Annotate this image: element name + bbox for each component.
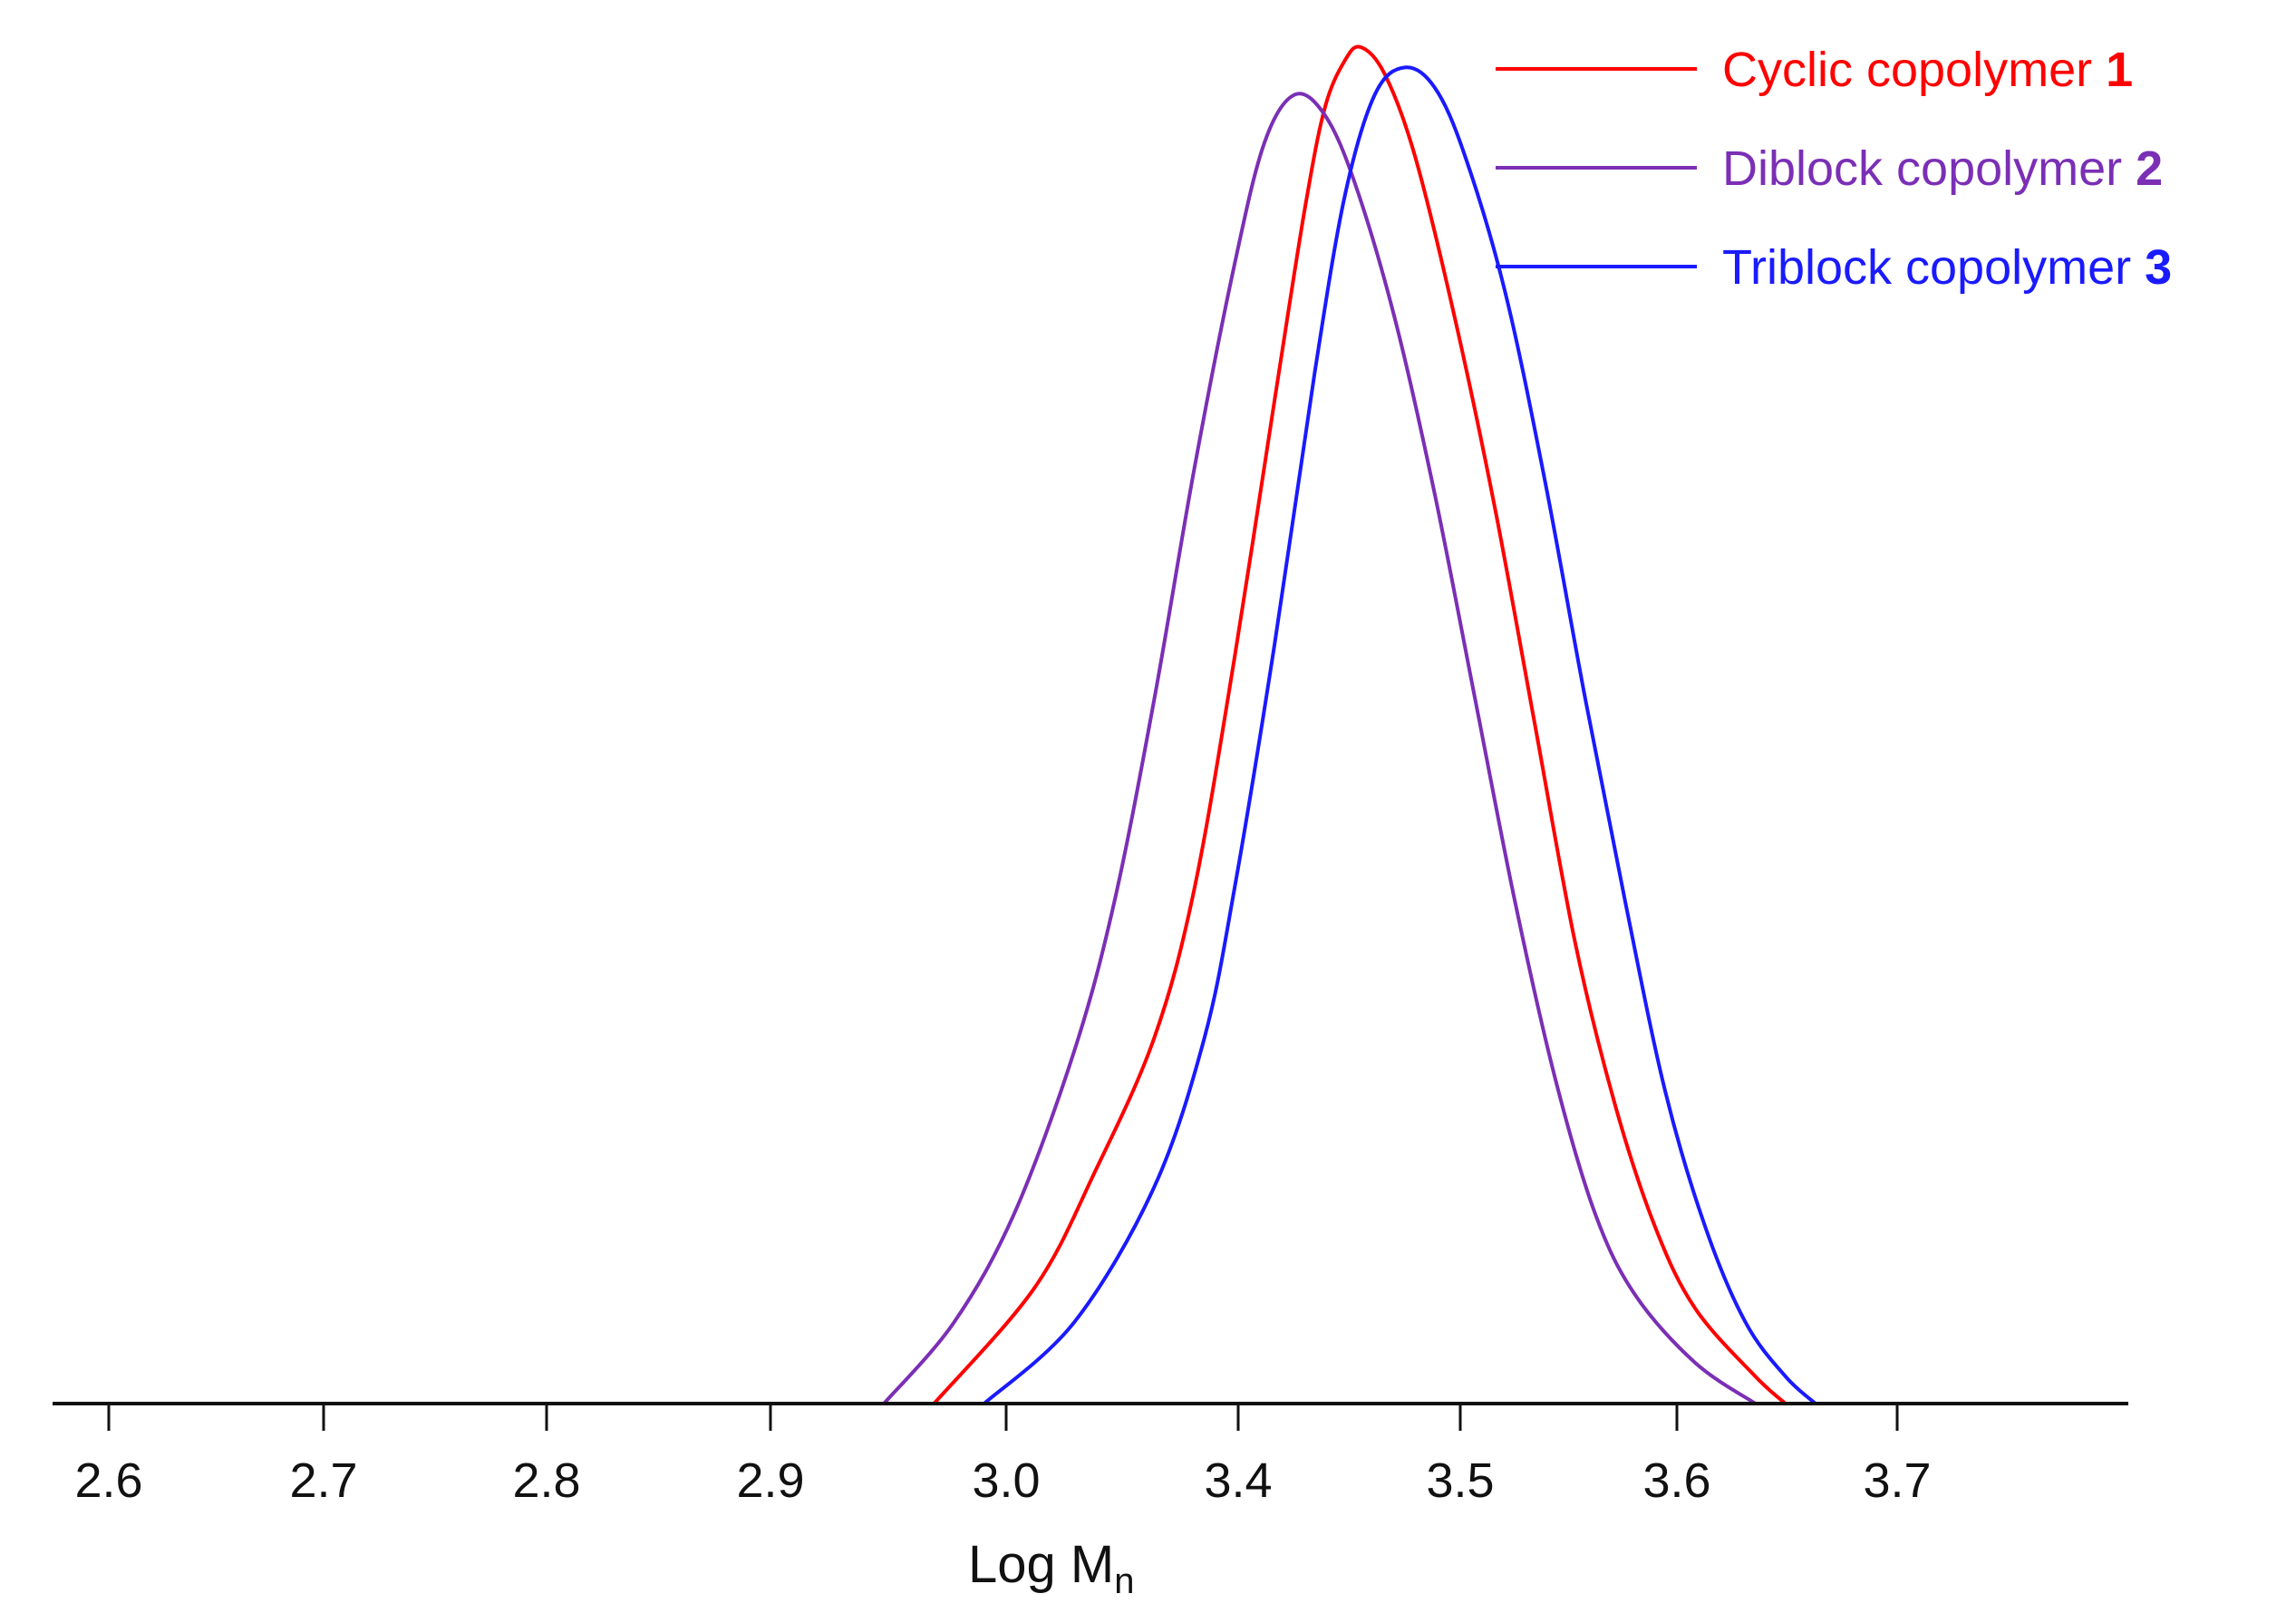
x-tick-label-2.8: 2.8	[512, 1453, 580, 1508]
legend: Cyclic copolymer 1 Diblock copolymer 2 T…	[1496, 43, 2172, 295]
series-line-cyclic	[932, 44, 1787, 1405]
legend-item-cyclic: Cyclic copolymer 1	[1496, 43, 2133, 97]
legend-number-triblock: 3	[2145, 240, 2172, 295]
series-line-triblock	[983, 65, 1817, 1405]
x-axis-title: Log Mn	[968, 1535, 1134, 1601]
legend-number-cyclic: 1	[2106, 43, 2133, 97]
x-tick-label-3.5: 3.5	[1426, 1453, 1494, 1508]
x-axis-ticks	[107, 1404, 1899, 1431]
legend-label-cyclic: Cyclic copolymer 1	[1722, 43, 2133, 97]
legend-item-triblock: Triblock copolymer 3	[1496, 240, 2172, 295]
series-curves	[882, 44, 1817, 1405]
x-tick-label-3.0: 3.0	[972, 1453, 1040, 1508]
series-line-diblock	[882, 92, 1757, 1405]
legend-item-diblock: Diblock copolymer 2	[1496, 141, 2163, 196]
x-tick-label-2.7: 2.7	[289, 1453, 357, 1508]
x-tick-label-3.7: 3.7	[1863, 1453, 1931, 1508]
legend-number-diblock: 2	[2136, 141, 2163, 196]
legend-label-triblock: Triblock copolymer 3	[1722, 240, 2172, 295]
x-tick-label-3.4: 3.4	[1204, 1453, 1272, 1508]
legend-label-diblock: Diblock copolymer 2	[1722, 141, 2163, 196]
x-axis-tick-labels: 2.6 2.7 2.8 2.9 3.0 3.4 3.5 3.6 3.7	[74, 1453, 1931, 1508]
x-tick-label-3.6: 3.6	[1642, 1453, 1710, 1508]
x-axis-title-subscript: n	[1114, 1561, 1134, 1601]
x-tick-label-2.9: 2.9	[736, 1453, 804, 1508]
x-tick-label-2.6: 2.6	[74, 1453, 142, 1508]
